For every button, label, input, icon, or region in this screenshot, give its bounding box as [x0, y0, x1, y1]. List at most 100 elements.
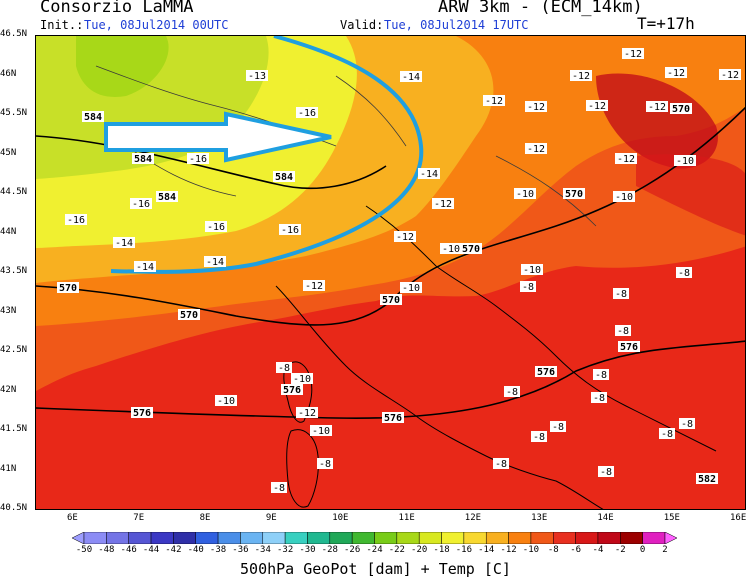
- svg-text:584: 584: [84, 112, 102, 123]
- lat-label: 42N: [0, 384, 17, 395]
- svg-text:-14: -14: [115, 238, 133, 249]
- temp-label: -10: [310, 425, 332, 437]
- temp-label: -10: [440, 243, 462, 255]
- colorbar-tick: -14: [478, 545, 495, 555]
- lon-label: 11E: [398, 513, 415, 523]
- svg-text:-8: -8: [533, 432, 545, 443]
- lon-label: 13E: [531, 513, 548, 523]
- temp-label: -10: [400, 282, 422, 294]
- svg-text:-12: -12: [305, 281, 323, 292]
- model-name: ARW 3km - (ECM_14km): [438, 0, 643, 17]
- lat-label: 45N: [0, 147, 17, 158]
- svg-text:-12: -12: [648, 102, 666, 113]
- geopot-label: 576: [535, 366, 557, 378]
- colorbar-swatch: [441, 532, 465, 544]
- svg-text:-16: -16: [132, 199, 150, 210]
- temp-label: -12: [483, 95, 505, 107]
- temp-label: -14: [113, 237, 135, 249]
- temp-label: -12: [525, 143, 547, 155]
- temp-label: -8: [276, 362, 292, 374]
- colorbar-tick: -4: [592, 545, 604, 555]
- svg-text:-12: -12: [667, 68, 685, 79]
- svg-text:-10: -10: [217, 396, 235, 407]
- svg-text:570: 570: [565, 189, 583, 200]
- colorbar-tick: -2: [614, 545, 626, 555]
- svg-text:-14: -14: [206, 257, 224, 268]
- temp-band-minus20: [76, 36, 169, 97]
- temp-label: -8: [659, 428, 675, 440]
- colorbar-swatch: [642, 532, 666, 544]
- svg-text:-8: -8: [552, 422, 564, 433]
- temp-label: -12: [296, 407, 318, 419]
- geopot-label: 584: [156, 191, 178, 203]
- temp-pocket-minus6: [596, 73, 718, 169]
- colorbar-tick: -30: [299, 545, 316, 555]
- map-canvas: -13 -14 -16 -16 -16 -16 -14 -16 -16 -14 -14 -14 -12 -…: [36, 36, 745, 509]
- temp-label: -12: [525, 101, 547, 113]
- colorbar-tick: -48: [98, 545, 115, 555]
- colorbar-swatch: [307, 532, 331, 544]
- colorbar-swatch: [195, 532, 219, 544]
- svg-text:-8: -8: [681, 419, 693, 430]
- colorbar-swatch: [262, 532, 286, 544]
- lat-label: 40.5N: [0, 503, 28, 513]
- temp-label: -8: [520, 281, 536, 293]
- colorbar-swatch: [106, 532, 129, 544]
- temp-label: -8: [550, 421, 566, 433]
- colorbar-swatch: [463, 532, 487, 544]
- temp-label: -14: [204, 256, 226, 268]
- svg-text:-12: -12: [572, 71, 590, 82]
- colorbar-tick: -12: [500, 545, 517, 555]
- geopot-label: 584: [132, 153, 154, 165]
- colorbar-swatch: [485, 532, 509, 544]
- lon-label: 8E: [199, 513, 211, 523]
- temp-label: -16: [130, 198, 152, 210]
- svg-text:570: 570: [180, 310, 198, 321]
- geopot-label: 570: [460, 243, 482, 255]
- temp-label: -12: [570, 70, 592, 82]
- temp-label: -16: [65, 214, 87, 226]
- colorbar: [72, 532, 677, 544]
- svg-text:570: 570: [382, 295, 400, 306]
- chart-title: Consorzio LaMMA: [40, 0, 194, 17]
- svg-text:-12: -12: [617, 154, 635, 165]
- svg-text:576: 576: [537, 367, 555, 378]
- temp-label: -16: [279, 224, 301, 236]
- colorbar-tick: -22: [388, 545, 405, 555]
- lat-label: 46.5N: [0, 29, 28, 39]
- svg-text:-16: -16: [298, 108, 316, 119]
- colorbar-tick: -6: [570, 545, 582, 555]
- colorbar-swatch: [351, 532, 375, 544]
- temp-label: -8: [613, 288, 629, 300]
- colorbar-swatch: [508, 532, 532, 544]
- lat-label: 43N: [0, 305, 17, 316]
- init-time: Tue, 08Jul2014 00UTC: [84, 18, 229, 32]
- colorbar-tick: -24: [366, 545, 383, 555]
- colorbar-min-arrow: [72, 532, 85, 544]
- svg-text:-12: -12: [298, 408, 316, 419]
- colorbar-tick: -16: [455, 545, 473, 555]
- temp-label: -10: [291, 373, 313, 385]
- svg-text:-16: -16: [207, 222, 225, 233]
- colorbar-caption: 500hPa GeoPot [dam] + Temp [C]: [240, 560, 511, 578]
- temp-label: -10: [514, 188, 536, 200]
- temp-label: -8: [593, 369, 609, 381]
- colorbar-swatch: [418, 532, 442, 544]
- temp-label: -12: [719, 69, 741, 81]
- weather-map: -13 -14 -16 -16 -16 -16 -14 -16 -16 -14 -14 -14 -12 -…: [35, 35, 746, 510]
- highlight-ellipse: [110, 36, 424, 274]
- svg-text:-10: -10: [442, 244, 460, 255]
- temp-label: -14: [400, 71, 422, 83]
- italy-coastline: [275, 285, 604, 509]
- svg-text:576: 576: [620, 342, 638, 353]
- svg-text:584: 584: [275, 172, 293, 183]
- lon-label: 14E: [597, 513, 614, 523]
- colorbar-swatch: [597, 532, 621, 544]
- geopot-label: 576: [281, 384, 303, 396]
- svg-text:-8: -8: [319, 459, 331, 470]
- colorbar-tick: -18: [433, 545, 450, 555]
- colorbar-swatch: [128, 532, 152, 544]
- colorbar-tick: -38: [209, 545, 227, 555]
- svg-text:-8: -8: [593, 393, 605, 404]
- temp-label: -8: [531, 431, 547, 443]
